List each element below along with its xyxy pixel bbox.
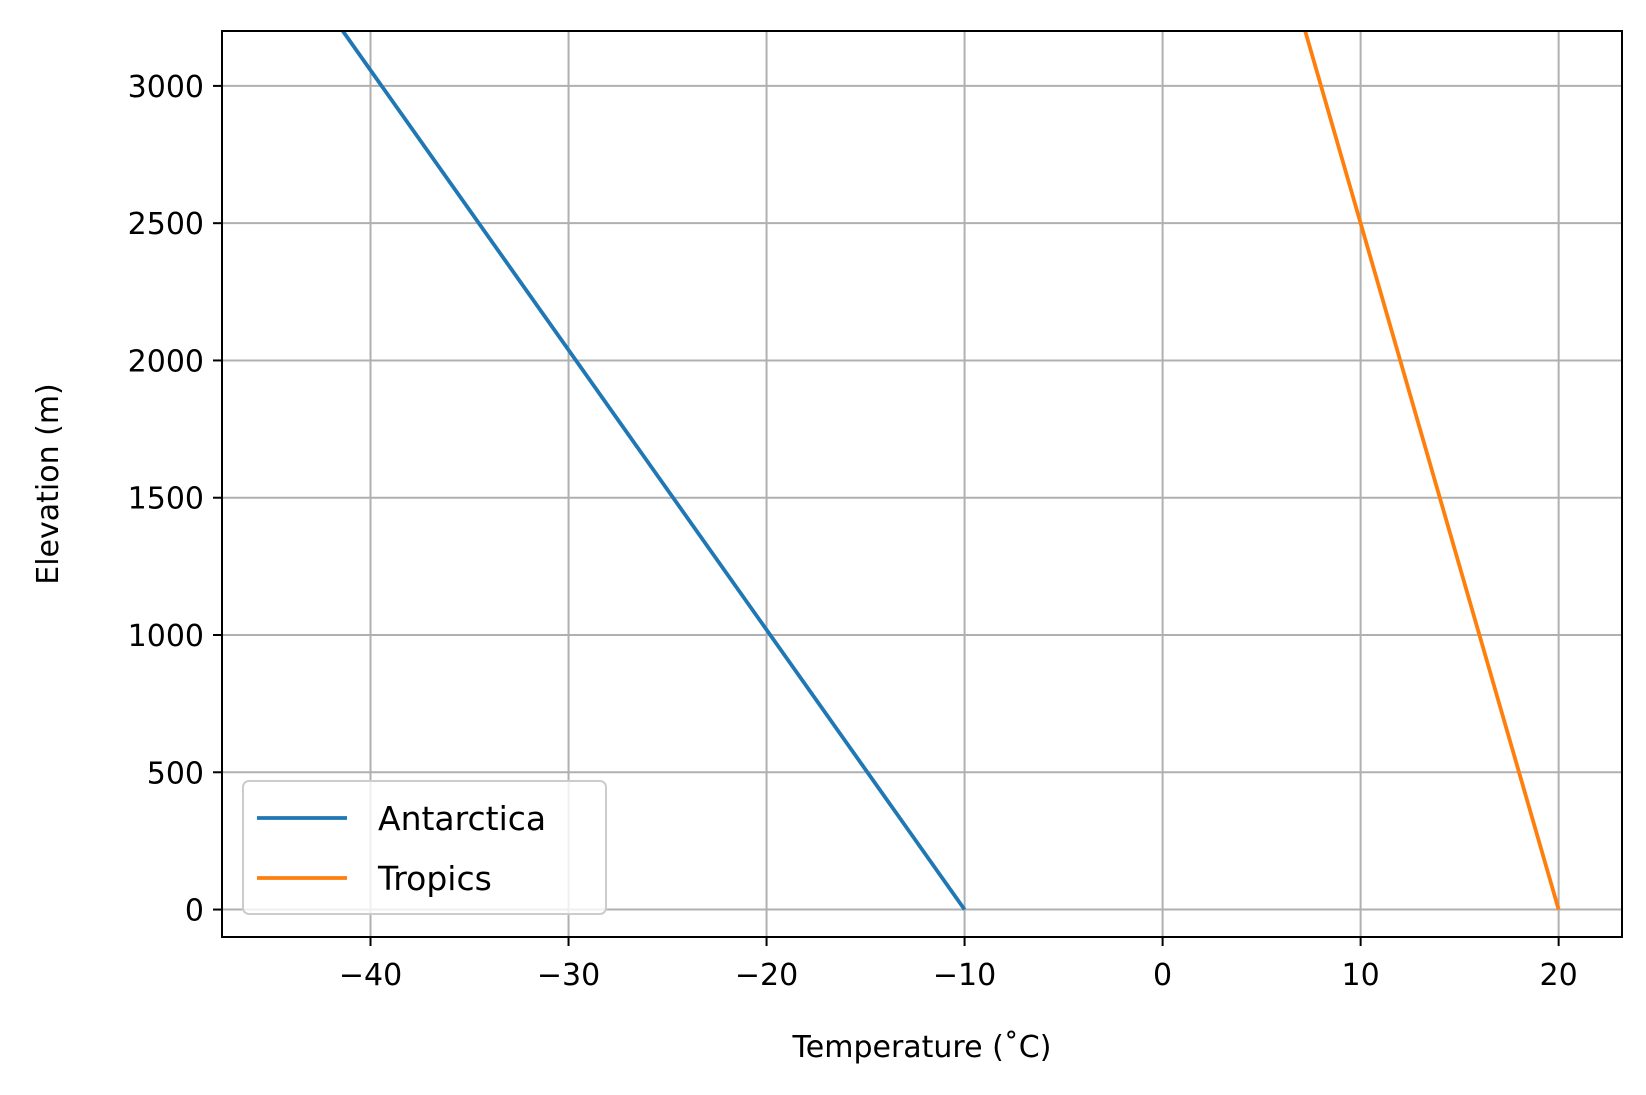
grid <box>222 31 1622 937</box>
y-tick-label: 500 <box>147 756 204 791</box>
y-tick-label: 0 <box>185 894 204 929</box>
x-tick-label: −20 <box>735 958 798 993</box>
x-tick-label: −40 <box>339 958 402 993</box>
x-tick-label: −30 <box>537 958 600 993</box>
legend-label-antarctica: Antarctica <box>378 799 546 838</box>
y-axis-title: Elevation (m) <box>31 383 66 585</box>
legend-box <box>242 780 607 915</box>
x-axis-title: Temperature (˚C) <box>792 1030 1052 1065</box>
x-tick-label: 0 <box>1153 958 1172 993</box>
axis-ticks: −40 −30 −20 −10 0 10 20 0 500 1000 1500 2000 2500 300… <box>128 70 1578 993</box>
series-line-tropics <box>1303 31 1561 911</box>
x-tick-label: 10 <box>1342 958 1380 993</box>
y-tick-label: 2500 <box>128 207 204 242</box>
series-line-antarctica <box>341 31 967 911</box>
y-tick-label: 2000 <box>128 344 204 379</box>
plot-frame <box>221 30 1623 938</box>
legend: Antarctica Tropics <box>242 780 607 915</box>
y-tick-label: 1500 <box>128 482 204 517</box>
y-tick-label: 1000 <box>128 619 204 654</box>
legend-label-tropics: Tropics <box>377 859 492 898</box>
x-tick-label: −10 <box>933 958 996 993</box>
x-tick-label: 20 <box>1540 958 1578 993</box>
y-tick-label: 3000 <box>128 70 204 105</box>
plot-series <box>341 31 1561 911</box>
